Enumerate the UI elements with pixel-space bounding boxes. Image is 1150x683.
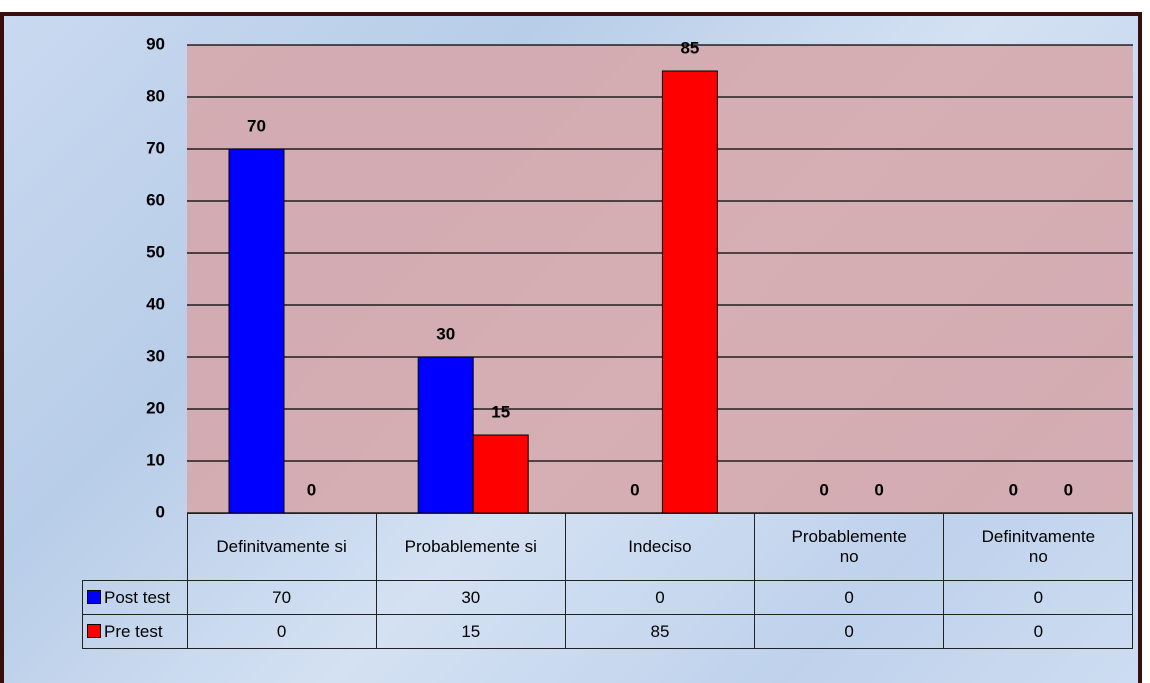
table-header-row: Definitvamente si Probablemente si Indecis… xyxy=(83,513,1134,581)
data-label: 15 xyxy=(491,402,510,421)
table-corner xyxy=(83,514,188,581)
table-value: 0 xyxy=(564,580,756,615)
x-tick-label: Probablemente si xyxy=(404,537,537,556)
plot-area xyxy=(187,45,1133,513)
y-tick-label: 60 xyxy=(146,190,165,209)
table-value: 15 xyxy=(375,614,566,649)
x-tick-label: Indeciso xyxy=(628,537,692,556)
table-header-cell: Indeciso xyxy=(564,513,756,581)
data-label: 0 xyxy=(307,480,316,499)
x-tick-label: Definitvamente si xyxy=(216,537,347,556)
y-tick-label: 10 xyxy=(146,450,165,469)
y-tick-label: 20 xyxy=(146,398,165,417)
data-label: 30 xyxy=(436,324,455,343)
table-header-cell: Definitvamente no xyxy=(943,513,1134,581)
legend-swatch xyxy=(87,589,101,604)
data-label: 0 xyxy=(819,480,828,499)
bar xyxy=(472,434,529,514)
table-value: 0 xyxy=(943,614,1134,649)
bar xyxy=(417,356,474,514)
y-tick-label: 50 xyxy=(146,242,165,261)
data-label: 0 xyxy=(1009,480,1018,499)
bar xyxy=(228,148,285,514)
table-value: 0 xyxy=(754,580,945,615)
table-value: 0 xyxy=(754,614,945,649)
y-tick-label: 70 xyxy=(146,138,165,157)
y-tick-label: 0 xyxy=(156,502,165,521)
data-label: 0 xyxy=(1064,480,1073,499)
table-value: 0 xyxy=(943,580,1134,615)
table-row: Post test 70 30 0 0 0 xyxy=(82,580,1134,615)
data-label: 70 xyxy=(247,116,266,135)
legend-label: Post test xyxy=(104,587,171,607)
legend-swatch xyxy=(87,623,101,638)
legend-label: Pre test xyxy=(104,621,163,641)
data-table: Definitvamente si Probablemente si Indecis… xyxy=(82,513,1134,649)
table-row: Pre test 0 15 85 0 0 xyxy=(82,614,1134,649)
table-header-cell: Probablemente no xyxy=(754,513,945,581)
table-value: 70 xyxy=(186,580,377,615)
x-tick-label: Definitvamente no xyxy=(981,527,1096,566)
legend-cell: Pre test xyxy=(82,614,188,649)
y-tick-label: 30 xyxy=(146,346,165,365)
x-tick-label: Probablemente no xyxy=(791,527,907,566)
table-value: 30 xyxy=(375,580,566,615)
legend-cell: Post test xyxy=(82,580,188,615)
table-header-cell: Probablemente si xyxy=(375,513,566,581)
table-value: 0 xyxy=(186,614,377,649)
y-tick-label: 80 xyxy=(146,86,165,105)
data-label: 0 xyxy=(630,480,639,499)
table-header-cell: Definitvamente si xyxy=(186,513,377,581)
y-tick-label: 40 xyxy=(146,294,165,313)
bar xyxy=(661,70,718,514)
table-value: 85 xyxy=(564,614,756,649)
y-tick-label: 90 xyxy=(146,34,165,53)
data-label: 85 xyxy=(680,38,699,57)
data-label: 0 xyxy=(874,480,883,499)
